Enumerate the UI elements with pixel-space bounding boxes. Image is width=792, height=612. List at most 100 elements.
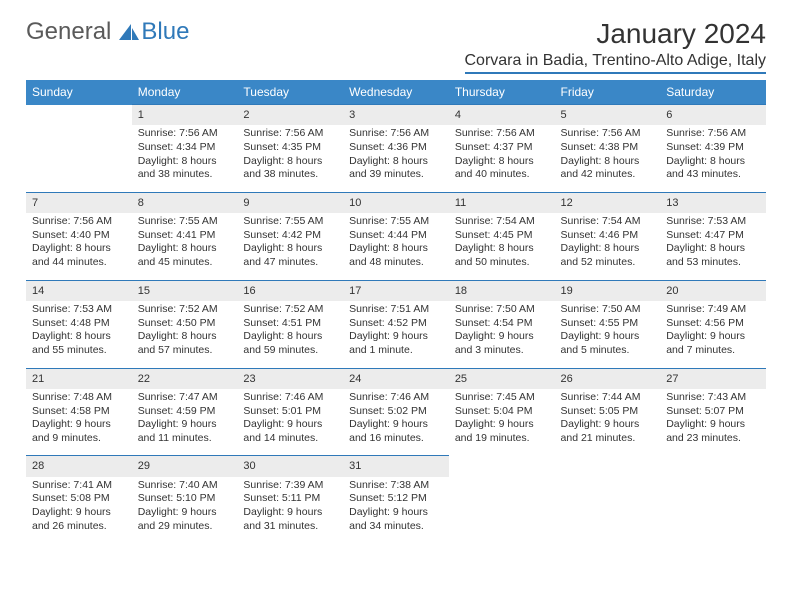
- calendar-week-row: 7Sunrise: 7:56 AMSunset: 4:40 PMDaylight…: [26, 192, 766, 280]
- calendar-day-cell: 5Sunrise: 7:56 AMSunset: 4:38 PMDaylight…: [555, 105, 661, 193]
- day-number: 19: [555, 281, 661, 301]
- month-title: January 2024: [465, 18, 767, 50]
- day-number: 8: [132, 193, 238, 213]
- day-details: Sunrise: 7:41 AMSunset: 5:08 PMDaylight:…: [26, 477, 132, 544]
- calendar-week-row: 21Sunrise: 7:48 AMSunset: 4:58 PMDayligh…: [26, 368, 766, 456]
- day-number: 27: [660, 369, 766, 389]
- day-details: Sunrise: 7:56 AMSunset: 4:37 PMDaylight:…: [449, 125, 555, 192]
- calendar-day-cell: 1Sunrise: 7:56 AMSunset: 4:34 PMDaylight…: [132, 105, 238, 193]
- day-details: Sunrise: 7:48 AMSunset: 4:58 PMDaylight:…: [26, 389, 132, 456]
- calendar-week-row: 28Sunrise: 7:41 AMSunset: 5:08 PMDayligh…: [26, 456, 766, 543]
- location-label: Corvara in Badia, Trentino-Alto Adige, I…: [465, 52, 767, 74]
- day-details: Sunrise: 7:45 AMSunset: 5:04 PMDaylight:…: [449, 389, 555, 456]
- calendar-day-cell: 25Sunrise: 7:45 AMSunset: 5:04 PMDayligh…: [449, 368, 555, 456]
- day-number: 5: [555, 105, 661, 125]
- weekday-header: Wednesday: [343, 80, 449, 105]
- calendar-day-cell: [660, 456, 766, 543]
- weekday-header: Thursday: [449, 80, 555, 105]
- day-number: 30: [237, 456, 343, 476]
- day-number: 31: [343, 456, 449, 476]
- day-number: 6: [660, 105, 766, 125]
- day-number: 24: [343, 369, 449, 389]
- day-details: Sunrise: 7:46 AMSunset: 5:01 PMDaylight:…: [237, 389, 343, 456]
- weekday-header: Monday: [132, 80, 238, 105]
- calendar-day-cell: 16Sunrise: 7:52 AMSunset: 4:51 PMDayligh…: [237, 280, 343, 368]
- day-details: Sunrise: 7:53 AMSunset: 4:48 PMDaylight:…: [26, 301, 132, 368]
- calendar-day-cell: 28Sunrise: 7:41 AMSunset: 5:08 PMDayligh…: [26, 456, 132, 543]
- day-number: 20: [660, 281, 766, 301]
- calendar-day-cell: 8Sunrise: 7:55 AMSunset: 4:41 PMDaylight…: [132, 192, 238, 280]
- day-details: Sunrise: 7:55 AMSunset: 4:44 PMDaylight:…: [343, 213, 449, 280]
- calendar-day-cell: 4Sunrise: 7:56 AMSunset: 4:37 PMDaylight…: [449, 105, 555, 193]
- page-header: General Blue January 2024 Corvara in Bad…: [26, 18, 766, 74]
- calendar-day-cell: 31Sunrise: 7:38 AMSunset: 5:12 PMDayligh…: [343, 456, 449, 543]
- day-details: Sunrise: 7:51 AMSunset: 4:52 PMDaylight:…: [343, 301, 449, 368]
- day-details: Sunrise: 7:47 AMSunset: 4:59 PMDaylight:…: [132, 389, 238, 456]
- day-details: Sunrise: 7:52 AMSunset: 4:51 PMDaylight:…: [237, 301, 343, 368]
- day-details: Sunrise: 7:55 AMSunset: 4:42 PMDaylight:…: [237, 213, 343, 280]
- day-details: Sunrise: 7:56 AMSunset: 4:34 PMDaylight:…: [132, 125, 238, 192]
- day-details: Sunrise: 7:50 AMSunset: 4:55 PMDaylight:…: [555, 301, 661, 368]
- day-number: 11: [449, 193, 555, 213]
- calendar-day-cell: [449, 456, 555, 543]
- brand-logo: General Blue: [26, 18, 189, 46]
- day-number: 21: [26, 369, 132, 389]
- day-details: Sunrise: 7:46 AMSunset: 5:02 PMDaylight:…: [343, 389, 449, 456]
- day-number: 1: [132, 105, 238, 125]
- calendar-day-cell: 27Sunrise: 7:43 AMSunset: 5:07 PMDayligh…: [660, 368, 766, 456]
- day-number: 23: [237, 369, 343, 389]
- day-details: Sunrise: 7:39 AMSunset: 5:11 PMDaylight:…: [237, 477, 343, 544]
- calendar-day-cell: 23Sunrise: 7:46 AMSunset: 5:01 PMDayligh…: [237, 368, 343, 456]
- weekday-header: Friday: [555, 80, 661, 105]
- day-details: Sunrise: 7:56 AMSunset: 4:39 PMDaylight:…: [660, 125, 766, 192]
- day-number: 26: [555, 369, 661, 389]
- day-number: 25: [449, 369, 555, 389]
- day-number: 22: [132, 369, 238, 389]
- weekday-header: Sunday: [26, 80, 132, 105]
- day-number: 28: [26, 456, 132, 476]
- calendar-day-cell: 12Sunrise: 7:54 AMSunset: 4:46 PMDayligh…: [555, 192, 661, 280]
- day-number: 14: [26, 281, 132, 301]
- day-details: Sunrise: 7:49 AMSunset: 4:56 PMDaylight:…: [660, 301, 766, 368]
- day-details: Sunrise: 7:55 AMSunset: 4:41 PMDaylight:…: [132, 213, 238, 280]
- calendar-day-cell: 17Sunrise: 7:51 AMSunset: 4:52 PMDayligh…: [343, 280, 449, 368]
- calendar-day-cell: 26Sunrise: 7:44 AMSunset: 5:05 PMDayligh…: [555, 368, 661, 456]
- calendar-day-cell: 19Sunrise: 7:50 AMSunset: 4:55 PMDayligh…: [555, 280, 661, 368]
- day-details: Sunrise: 7:52 AMSunset: 4:50 PMDaylight:…: [132, 301, 238, 368]
- day-number: 7: [26, 193, 132, 213]
- day-number: 10: [343, 193, 449, 213]
- calendar-day-cell: 20Sunrise: 7:49 AMSunset: 4:56 PMDayligh…: [660, 280, 766, 368]
- calendar-day-cell: 29Sunrise: 7:40 AMSunset: 5:10 PMDayligh…: [132, 456, 238, 543]
- day-number: 15: [132, 281, 238, 301]
- calendar-day-cell: 10Sunrise: 7:55 AMSunset: 4:44 PMDayligh…: [343, 192, 449, 280]
- calendar-day-cell: 22Sunrise: 7:47 AMSunset: 4:59 PMDayligh…: [132, 368, 238, 456]
- day-number: 4: [449, 105, 555, 125]
- weekday-header: Tuesday: [237, 80, 343, 105]
- day-details: Sunrise: 7:56 AMSunset: 4:38 PMDaylight:…: [555, 125, 661, 192]
- calendar-day-cell: 18Sunrise: 7:50 AMSunset: 4:54 PMDayligh…: [449, 280, 555, 368]
- calendar-day-cell: [555, 456, 661, 543]
- calendar-day-cell: 30Sunrise: 7:39 AMSunset: 5:11 PMDayligh…: [237, 456, 343, 543]
- day-details: Sunrise: 7:54 AMSunset: 4:45 PMDaylight:…: [449, 213, 555, 280]
- day-details: Sunrise: 7:54 AMSunset: 4:46 PMDaylight:…: [555, 213, 661, 280]
- calendar-week-row: 14Sunrise: 7:53 AMSunset: 4:48 PMDayligh…: [26, 280, 766, 368]
- day-number: 9: [237, 193, 343, 213]
- day-details: Sunrise: 7:43 AMSunset: 5:07 PMDaylight:…: [660, 389, 766, 456]
- brand-word-1: General: [26, 18, 111, 46]
- calendar-day-cell: 2Sunrise: 7:56 AMSunset: 4:35 PMDaylight…: [237, 105, 343, 193]
- day-details: Sunrise: 7:56 AMSunset: 4:35 PMDaylight:…: [237, 125, 343, 192]
- day-details: Sunrise: 7:56 AMSunset: 4:36 PMDaylight:…: [343, 125, 449, 192]
- day-number: 29: [132, 456, 238, 476]
- day-details: Sunrise: 7:44 AMSunset: 5:05 PMDaylight:…: [555, 389, 661, 456]
- calendar-day-cell: 3Sunrise: 7:56 AMSunset: 4:36 PMDaylight…: [343, 105, 449, 193]
- calendar-day-cell: [26, 105, 132, 193]
- calendar-day-cell: 11Sunrise: 7:54 AMSunset: 4:45 PMDayligh…: [449, 192, 555, 280]
- calendar-day-cell: 15Sunrise: 7:52 AMSunset: 4:50 PMDayligh…: [132, 280, 238, 368]
- calendar-day-cell: 24Sunrise: 7:46 AMSunset: 5:02 PMDayligh…: [343, 368, 449, 456]
- calendar-day-cell: 13Sunrise: 7:53 AMSunset: 4:47 PMDayligh…: [660, 192, 766, 280]
- calendar-week-row: 1Sunrise: 7:56 AMSunset: 4:34 PMDaylight…: [26, 105, 766, 193]
- day-details: Sunrise: 7:38 AMSunset: 5:12 PMDaylight:…: [343, 477, 449, 544]
- day-details: Sunrise: 7:53 AMSunset: 4:47 PMDaylight:…: [660, 213, 766, 280]
- calendar-day-cell: 14Sunrise: 7:53 AMSunset: 4:48 PMDayligh…: [26, 280, 132, 368]
- day-number: 2: [237, 105, 343, 125]
